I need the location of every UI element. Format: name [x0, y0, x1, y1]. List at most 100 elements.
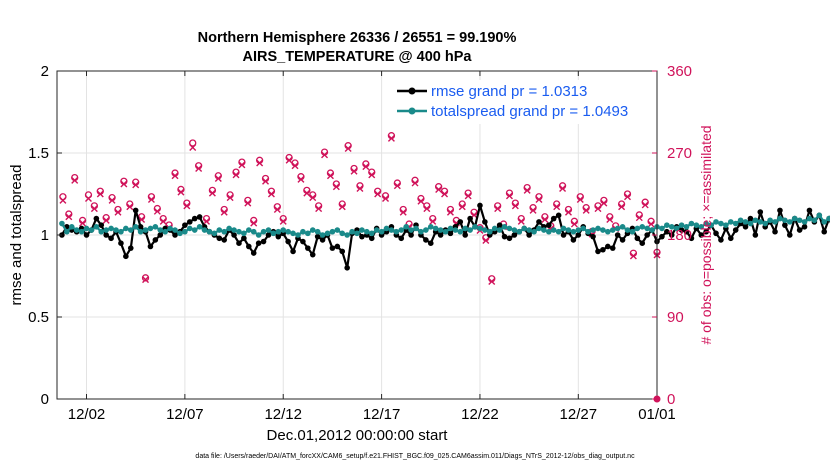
obs-assimilated-point — [594, 205, 602, 213]
rmse-point — [250, 250, 257, 256]
totalspread-point — [782, 217, 788, 224]
totalspread-point — [777, 215, 783, 222]
totalspread-point — [270, 230, 277, 237]
totalspread-point — [816, 212, 823, 219]
obs-assimilated-stroke — [171, 172, 179, 180]
totalspread-point — [732, 220, 739, 227]
obs-assimilated-stroke — [374, 190, 382, 198]
totalspread-point — [300, 228, 306, 235]
rmse-point — [560, 232, 567, 238]
totalspread-point — [762, 220, 768, 227]
obs-assimilated-point — [629, 252, 637, 260]
totalspread-point — [747, 220, 754, 227]
obs-assimilated-point — [142, 276, 150, 284]
obs-assimilated-point — [641, 201, 649, 209]
obs-assimilated-point — [600, 199, 608, 207]
obs-assimilated-point — [220, 208, 228, 216]
rmse-point — [462, 232, 468, 238]
rmse-point — [506, 235, 513, 242]
rmse-point — [772, 228, 778, 235]
rmse-point — [457, 219, 464, 225]
obs-assimilated-stroke — [641, 201, 649, 209]
obs-assimilated-stroke — [256, 159, 264, 167]
totalspread-point — [378, 228, 385, 235]
obs-assimilated-stroke — [488, 277, 496, 285]
totalspread-point — [531, 228, 537, 235]
obs-assimilated-stroke — [559, 185, 567, 193]
rmse-point — [644, 232, 650, 238]
rmse-point — [216, 235, 223, 242]
rmse-point — [236, 240, 242, 246]
totalspread-point — [772, 219, 778, 225]
totalspread-point — [98, 228, 105, 235]
obs-assimilated-stroke — [59, 196, 67, 204]
totalspread-point — [595, 225, 601, 232]
rmse-point — [93, 215, 100, 222]
rmse-point — [496, 222, 503, 228]
rmse-point — [427, 240, 434, 246]
rmse-point — [437, 232, 444, 238]
rmse-point — [265, 232, 272, 238]
obs-assimilated-stroke — [458, 203, 466, 211]
obs-assimilated-point — [321, 151, 329, 159]
rmse-point — [698, 232, 705, 238]
rmse-point — [555, 212, 562, 219]
totalspread-point — [339, 230, 346, 237]
right-axis-origin-marker — [653, 395, 661, 403]
totalspread-point — [555, 228, 562, 235]
obs-assimilated-point — [618, 203, 626, 211]
rmse-point — [196, 214, 203, 220]
totalspread-point — [388, 227, 395, 233]
totalspread-point — [398, 227, 405, 233]
obs-assimilated-stroke — [647, 220, 655, 228]
obs-assimilated-stroke — [291, 162, 299, 170]
rmse-point — [605, 243, 611, 250]
obs-assimilated-stroke — [393, 182, 401, 190]
obs-assimilated-stroke — [535, 195, 543, 203]
totalspread-point — [560, 225, 567, 232]
obs-assimilated-point — [582, 206, 590, 214]
obs-assimilated-point — [84, 195, 92, 203]
obs-assimilated-point — [344, 144, 352, 152]
totalspread-point — [68, 224, 75, 230]
totalspread-point — [536, 225, 542, 232]
totalspread-point — [383, 225, 390, 232]
obs-assimilated-stroke — [429, 217, 437, 225]
obs-assimilated-point — [226, 194, 234, 202]
obs-assimilated-stroke — [417, 197, 425, 205]
totalspread-point — [806, 215, 813, 222]
obs-assimilated-stroke — [126, 203, 134, 211]
obs-assimilated-stroke — [267, 190, 275, 198]
obs-assimilated-stroke — [326, 172, 334, 180]
totalspread-point — [605, 228, 611, 235]
rmse-point — [172, 232, 178, 238]
totalspread-point — [364, 228, 370, 235]
totalspread-point — [108, 225, 114, 232]
obs-assimilated-stroke — [96, 190, 104, 198]
obs-assimilated-stroke — [446, 208, 454, 216]
totalspread-point — [609, 227, 616, 233]
totalspread-point — [673, 225, 680, 232]
rmse-point — [191, 215, 198, 222]
totalspread-point — [629, 228, 636, 235]
obs-assimilated-stroke — [244, 199, 252, 207]
rmse-point — [727, 235, 734, 242]
totalspread-point — [437, 227, 444, 233]
rmse-point — [344, 265, 350, 271]
totalspread-point — [486, 228, 493, 235]
totalspread-point — [368, 230, 375, 237]
rmse-point — [713, 230, 719, 237]
totalspread-point — [349, 228, 355, 235]
obs-possible-point — [189, 139, 197, 147]
rmse-point — [782, 222, 788, 228]
rmse-point — [339, 248, 346, 255]
totalspread-point — [786, 219, 793, 225]
rmse-point — [742, 224, 749, 230]
obs-assimilated-point — [71, 176, 79, 184]
totalspread-point — [231, 227, 237, 233]
totalspread-point — [285, 228, 291, 235]
rmse-point — [467, 215, 473, 222]
totalspread-point — [88, 227, 95, 233]
totalspread-point — [791, 215, 798, 222]
rmse-point — [447, 230, 454, 237]
